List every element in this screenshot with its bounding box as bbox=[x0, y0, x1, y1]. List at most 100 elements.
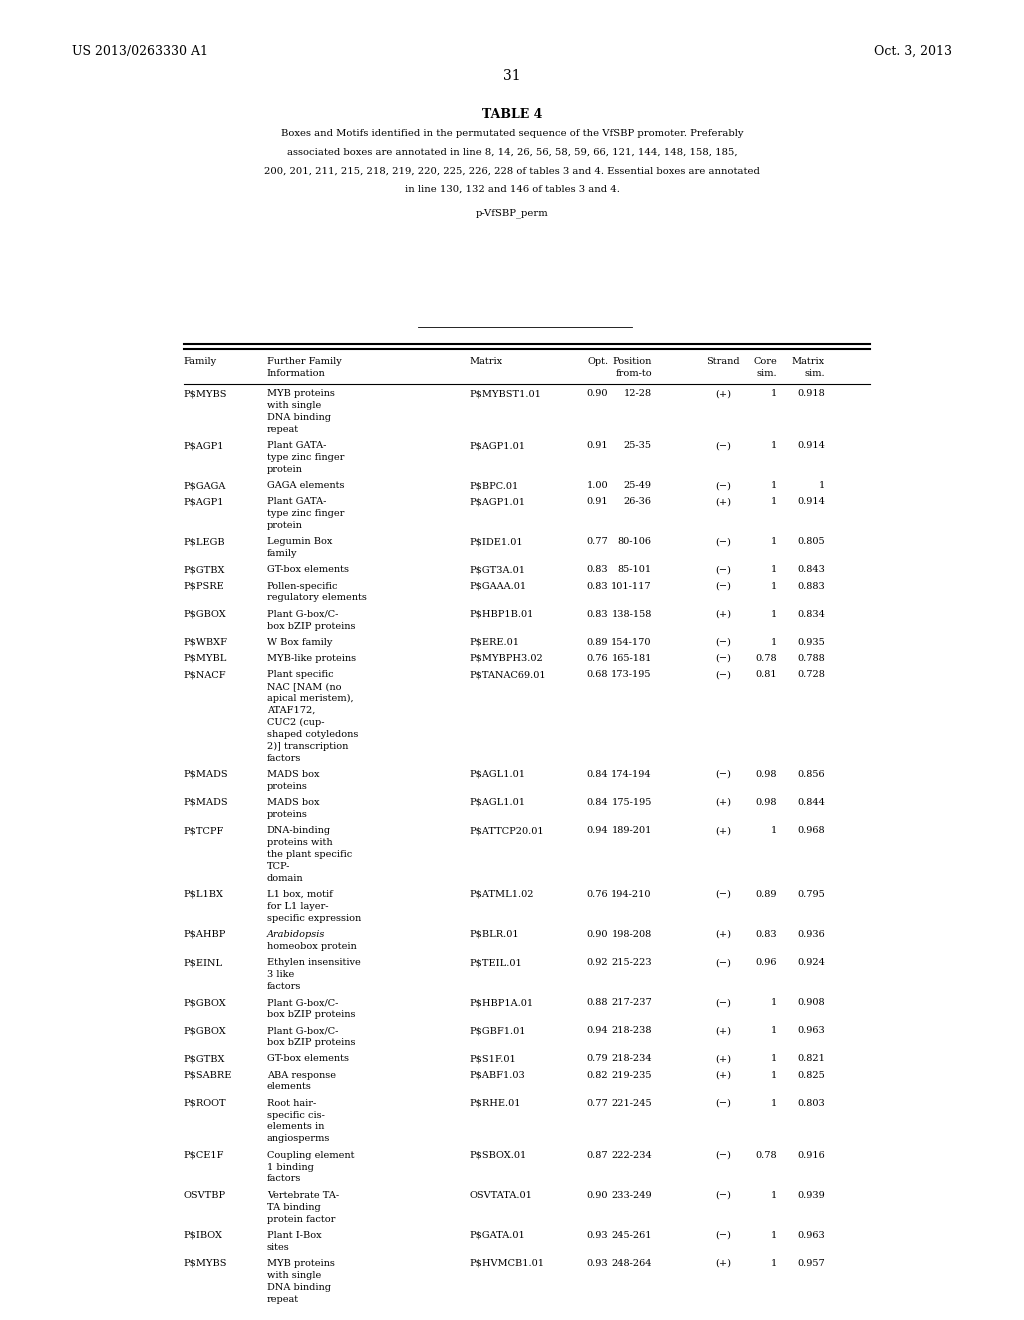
Text: 0.91: 0.91 bbox=[587, 441, 608, 450]
Text: 85-101: 85-101 bbox=[617, 565, 652, 574]
Text: P$BLR.01: P$BLR.01 bbox=[469, 931, 519, 939]
Text: (+): (+) bbox=[715, 1026, 731, 1035]
Text: (−): (−) bbox=[715, 638, 731, 647]
Text: P$HBP1A.01: P$HBP1A.01 bbox=[469, 998, 534, 1007]
Text: P$GT3A.01: P$GT3A.01 bbox=[469, 565, 525, 574]
Text: factors: factors bbox=[267, 1175, 301, 1184]
Text: (−): (−) bbox=[715, 770, 731, 779]
Text: elements: elements bbox=[267, 1082, 311, 1092]
Text: 215-223: 215-223 bbox=[611, 958, 652, 968]
Text: Further Family: Further Family bbox=[267, 356, 342, 366]
Text: 154-170: 154-170 bbox=[611, 638, 652, 647]
Text: CUC2 (cup-: CUC2 (cup- bbox=[267, 718, 325, 727]
Text: Boxes and Motifs identified in the permutated sequence of the VfSBP promoter. Pr: Boxes and Motifs identified in the permu… bbox=[281, 129, 743, 139]
Text: DNA-binding: DNA-binding bbox=[267, 826, 331, 836]
Text: 3 like: 3 like bbox=[267, 970, 294, 979]
Text: 0.795: 0.795 bbox=[797, 890, 824, 899]
Text: GT-box elements: GT-box elements bbox=[267, 565, 349, 574]
Text: P$AGL1.01: P$AGL1.01 bbox=[469, 797, 525, 807]
Text: (+): (+) bbox=[715, 1055, 731, 1064]
Text: specific cis-: specific cis- bbox=[267, 1110, 325, 1119]
Text: 1: 1 bbox=[771, 1098, 777, 1107]
Text: P$MYBL: P$MYBL bbox=[183, 653, 227, 663]
Text: with single: with single bbox=[267, 401, 322, 411]
Text: P$GBOX: P$GBOX bbox=[183, 610, 226, 619]
Text: 0.87: 0.87 bbox=[587, 1151, 608, 1159]
Text: proteins with: proteins with bbox=[267, 838, 333, 847]
Text: angiosperms: angiosperms bbox=[267, 1134, 331, 1143]
Text: Plant GATA-: Plant GATA- bbox=[267, 441, 327, 450]
Text: 1: 1 bbox=[771, 389, 777, 399]
Text: 0.89: 0.89 bbox=[587, 638, 608, 647]
Text: 221-245: 221-245 bbox=[611, 1098, 652, 1107]
Text: W Box family: W Box family bbox=[267, 638, 332, 647]
Text: P$ATML1.02: P$ATML1.02 bbox=[469, 890, 534, 899]
Text: 219-235: 219-235 bbox=[611, 1071, 652, 1080]
Text: 0.94: 0.94 bbox=[587, 1026, 608, 1035]
Text: Pollen-specific: Pollen-specific bbox=[267, 582, 338, 590]
Text: 0.90: 0.90 bbox=[587, 931, 608, 939]
Text: 0.918: 0.918 bbox=[797, 389, 824, 399]
Text: ABA response: ABA response bbox=[267, 1071, 336, 1080]
Text: domain: domain bbox=[267, 874, 303, 883]
Text: Family: Family bbox=[183, 356, 217, 366]
Text: 194-210: 194-210 bbox=[611, 890, 652, 899]
Text: the plant specific: the plant specific bbox=[267, 850, 352, 859]
Text: P$HBP1B.01: P$HBP1B.01 bbox=[469, 610, 534, 619]
Text: type zinc finger: type zinc finger bbox=[267, 453, 344, 462]
Text: (−): (−) bbox=[715, 890, 731, 899]
Text: 12-28: 12-28 bbox=[624, 389, 652, 399]
Text: OSVTBP: OSVTBP bbox=[183, 1191, 225, 1200]
Text: 198-208: 198-208 bbox=[611, 931, 652, 939]
Text: Coupling element: Coupling element bbox=[267, 1151, 354, 1159]
Text: (−): (−) bbox=[715, 1191, 731, 1200]
Text: 0.963: 0.963 bbox=[797, 1230, 824, 1239]
Text: 1: 1 bbox=[771, 441, 777, 450]
Text: 0.963: 0.963 bbox=[797, 1026, 824, 1035]
Text: P$TEIL.01: P$TEIL.01 bbox=[469, 958, 522, 968]
Text: 218-238: 218-238 bbox=[611, 1026, 652, 1035]
Text: with single: with single bbox=[267, 1271, 322, 1279]
Text: (−): (−) bbox=[715, 565, 731, 574]
Text: 0.805: 0.805 bbox=[797, 537, 824, 546]
Text: P$ROOT: P$ROOT bbox=[183, 1098, 226, 1107]
Text: protein: protein bbox=[267, 465, 303, 474]
Text: 0.914: 0.914 bbox=[797, 441, 824, 450]
Text: 165-181: 165-181 bbox=[611, 653, 652, 663]
Text: P$AHBP: P$AHBP bbox=[183, 931, 226, 939]
Text: 0.88: 0.88 bbox=[587, 998, 608, 1007]
Text: apical meristem),: apical meristem), bbox=[267, 694, 353, 704]
Text: GAGA elements: GAGA elements bbox=[267, 480, 344, 490]
Text: specific expression: specific expression bbox=[267, 913, 361, 923]
Text: 0.825: 0.825 bbox=[797, 1071, 824, 1080]
Text: 1: 1 bbox=[771, 610, 777, 619]
Text: protein factor: protein factor bbox=[267, 1214, 335, 1224]
Text: TA binding: TA binding bbox=[267, 1203, 321, 1212]
Text: shaped cotyledons: shaped cotyledons bbox=[267, 730, 358, 739]
Text: P$TANAC69.01: P$TANAC69.01 bbox=[469, 671, 546, 678]
Text: sites: sites bbox=[267, 1242, 290, 1251]
Text: (−): (−) bbox=[715, 653, 731, 663]
Text: (+): (+) bbox=[715, 1071, 731, 1080]
Text: TABLE 4: TABLE 4 bbox=[482, 108, 542, 121]
Text: 1: 1 bbox=[771, 480, 777, 490]
Text: Position: Position bbox=[612, 356, 652, 366]
Text: P$MADS: P$MADS bbox=[183, 770, 228, 779]
Text: Information: Information bbox=[267, 368, 326, 378]
Text: 1: 1 bbox=[771, 498, 777, 507]
Text: P$AGP1.01: P$AGP1.01 bbox=[469, 441, 525, 450]
Text: 0.844: 0.844 bbox=[797, 797, 824, 807]
Text: 1: 1 bbox=[771, 582, 777, 590]
Text: sim.: sim. bbox=[757, 368, 777, 378]
Text: 0.84: 0.84 bbox=[587, 797, 608, 807]
Text: 0.803: 0.803 bbox=[797, 1098, 824, 1107]
Text: 1: 1 bbox=[771, 1071, 777, 1080]
Text: P$GBOX: P$GBOX bbox=[183, 1026, 226, 1035]
Text: P$PSRE: P$PSRE bbox=[183, 582, 224, 590]
Text: proteins: proteins bbox=[267, 810, 308, 818]
Text: 0.728: 0.728 bbox=[797, 671, 824, 678]
Text: 0.908: 0.908 bbox=[797, 998, 824, 1007]
Text: (−): (−) bbox=[715, 1151, 731, 1159]
Text: 173-195: 173-195 bbox=[611, 671, 652, 678]
Text: 0.957: 0.957 bbox=[797, 1259, 824, 1267]
